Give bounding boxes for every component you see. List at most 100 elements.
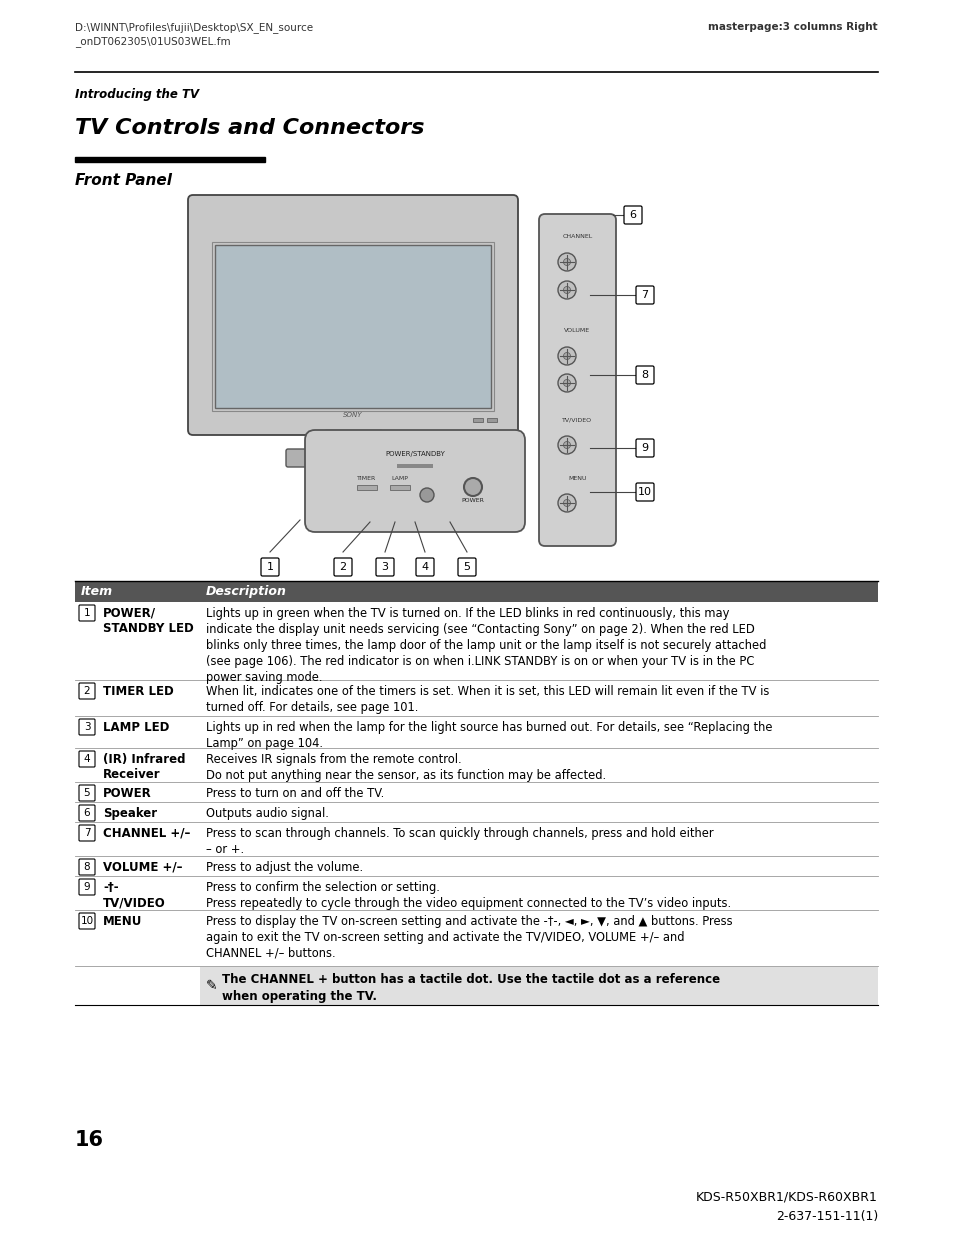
- Text: MENU: MENU: [103, 915, 142, 927]
- Text: Speaker: Speaker: [103, 806, 157, 820]
- Bar: [75, 580, 877, 601]
- Text: Front Panel: Front Panel: [75, 173, 172, 188]
- Circle shape: [558, 436, 576, 454]
- Text: 3: 3: [381, 562, 388, 572]
- Text: 9: 9: [84, 882, 91, 892]
- Bar: [214, 245, 491, 408]
- Circle shape: [419, 488, 434, 501]
- Text: 6: 6: [84, 808, 91, 818]
- Text: POWER/STANDBY: POWER/STANDBY: [385, 451, 444, 457]
- Text: masterpage:3 columns Right: masterpage:3 columns Right: [708, 22, 877, 32]
- FancyBboxPatch shape: [636, 438, 654, 457]
- Bar: [212, 242, 494, 411]
- Circle shape: [563, 499, 570, 506]
- Text: TV Controls and Connectors: TV Controls and Connectors: [75, 119, 424, 138]
- Text: MENU: MENU: [568, 475, 586, 480]
- Circle shape: [558, 347, 576, 366]
- FancyBboxPatch shape: [636, 287, 654, 304]
- FancyBboxPatch shape: [538, 214, 616, 546]
- Text: 8: 8: [640, 370, 648, 380]
- FancyBboxPatch shape: [79, 785, 95, 802]
- Text: 2: 2: [339, 562, 346, 572]
- FancyBboxPatch shape: [79, 751, 95, 767]
- Text: 4: 4: [421, 562, 428, 572]
- Text: Press to adjust the volume.: Press to adjust the volume.: [206, 861, 363, 874]
- Text: 10: 10: [638, 487, 651, 496]
- Text: When lit, indicates one of the timers is set. When it is set, this LED will rema: When lit, indicates one of the timers is…: [206, 685, 768, 714]
- FancyBboxPatch shape: [305, 430, 524, 532]
- Text: Outputs audio signal.: Outputs audio signal.: [206, 806, 329, 820]
- Bar: [473, 417, 482, 422]
- Circle shape: [563, 258, 570, 266]
- Text: 2-637-151-11(1): 2-637-151-11(1): [775, 1210, 877, 1223]
- FancyBboxPatch shape: [79, 913, 95, 929]
- Text: 3: 3: [84, 722, 91, 732]
- Circle shape: [558, 494, 576, 513]
- FancyBboxPatch shape: [79, 860, 95, 876]
- Text: 7: 7: [84, 827, 91, 839]
- Text: Description: Description: [206, 585, 287, 598]
- Text: TIMER LED: TIMER LED: [103, 685, 173, 698]
- FancyBboxPatch shape: [79, 719, 95, 735]
- Text: _onDT062305\01US03WEL.fm: _onDT062305\01US03WEL.fm: [75, 36, 231, 47]
- Text: 8: 8: [84, 862, 91, 872]
- FancyBboxPatch shape: [416, 558, 434, 576]
- Text: Press to scan through channels. To scan quickly through channels, press and hold: Press to scan through channels. To scan …: [206, 827, 713, 856]
- Text: 10: 10: [80, 916, 93, 926]
- Text: POWER: POWER: [103, 787, 152, 800]
- FancyBboxPatch shape: [79, 683, 95, 699]
- FancyBboxPatch shape: [623, 206, 641, 224]
- FancyBboxPatch shape: [188, 195, 517, 435]
- Text: 2: 2: [84, 685, 91, 697]
- Text: TV/VIDEO: TV/VIDEO: [562, 417, 592, 422]
- Bar: [390, 485, 410, 490]
- FancyBboxPatch shape: [636, 483, 654, 501]
- Circle shape: [563, 287, 570, 294]
- Bar: [396, 464, 433, 468]
- Text: VOLUME: VOLUME: [564, 327, 590, 332]
- Text: POWER/
STANDBY LED: POWER/ STANDBY LED: [103, 606, 193, 635]
- FancyBboxPatch shape: [79, 805, 95, 821]
- Text: 5: 5: [84, 788, 91, 798]
- Text: LAMP LED: LAMP LED: [103, 721, 170, 734]
- Circle shape: [558, 374, 576, 391]
- Text: SONY: SONY: [343, 412, 362, 417]
- FancyBboxPatch shape: [79, 879, 95, 895]
- Circle shape: [563, 441, 570, 448]
- Text: Lights up in red when the lamp for the light source has burned out. For details,: Lights up in red when the lamp for the l…: [206, 721, 772, 750]
- Circle shape: [563, 379, 570, 387]
- Text: ✎: ✎: [206, 979, 217, 993]
- Circle shape: [463, 478, 481, 496]
- Text: 6: 6: [629, 210, 636, 220]
- Text: -†-
TV/VIDEO: -†- TV/VIDEO: [103, 881, 166, 909]
- FancyBboxPatch shape: [286, 450, 419, 467]
- Text: D:\WINNT\Profiles\fujii\Desktop\SX_EN_source: D:\WINNT\Profiles\fujii\Desktop\SX_EN_so…: [75, 22, 313, 33]
- FancyBboxPatch shape: [636, 366, 654, 384]
- Text: 5: 5: [463, 562, 470, 572]
- FancyBboxPatch shape: [375, 558, 394, 576]
- Text: 16: 16: [75, 1130, 104, 1150]
- Text: KDS-R50XBR1/KDS-R60XBR1: KDS-R50XBR1/KDS-R60XBR1: [696, 1191, 877, 1203]
- Text: Receives IR signals from the remote control.
Do not put anything near the sensor: Receives IR signals from the remote cont…: [206, 753, 605, 782]
- FancyBboxPatch shape: [334, 558, 352, 576]
- Text: TIMER: TIMER: [357, 475, 376, 480]
- Circle shape: [563, 352, 570, 359]
- Bar: [486, 417, 497, 422]
- Text: Press to turn on and off the TV.: Press to turn on and off the TV.: [206, 787, 384, 800]
- Text: Press to display the TV on-screen setting and activate the -†-, ◄, ►, ▼, and ▲ b: Press to display the TV on-screen settin…: [206, 915, 732, 960]
- Text: Item: Item: [81, 585, 113, 598]
- Text: Lights up in green when the TV is turned on. If the LED blinks in red continuous: Lights up in green when the TV is turned…: [206, 606, 765, 684]
- FancyBboxPatch shape: [457, 558, 476, 576]
- Text: VOLUME +/–: VOLUME +/–: [103, 861, 182, 874]
- Text: 1: 1: [84, 608, 91, 618]
- Text: Introducing the TV: Introducing the TV: [75, 88, 199, 101]
- Text: (IR) Infrared
Receiver: (IR) Infrared Receiver: [103, 753, 185, 781]
- Bar: [200, 967, 877, 1005]
- Text: Press to confirm the selection or setting.
Press repeatedly to cycle through the: Press to confirm the selection or settin…: [206, 881, 730, 910]
- Circle shape: [558, 253, 576, 270]
- Bar: [75, 157, 265, 162]
- Text: LAMP: LAMP: [391, 475, 408, 480]
- Text: 9: 9: [640, 443, 648, 453]
- Text: 7: 7: [640, 290, 648, 300]
- Text: The CHANNEL + button has a tactile dot. Use the tactile dot as a reference
when : The CHANNEL + button has a tactile dot. …: [222, 973, 720, 1003]
